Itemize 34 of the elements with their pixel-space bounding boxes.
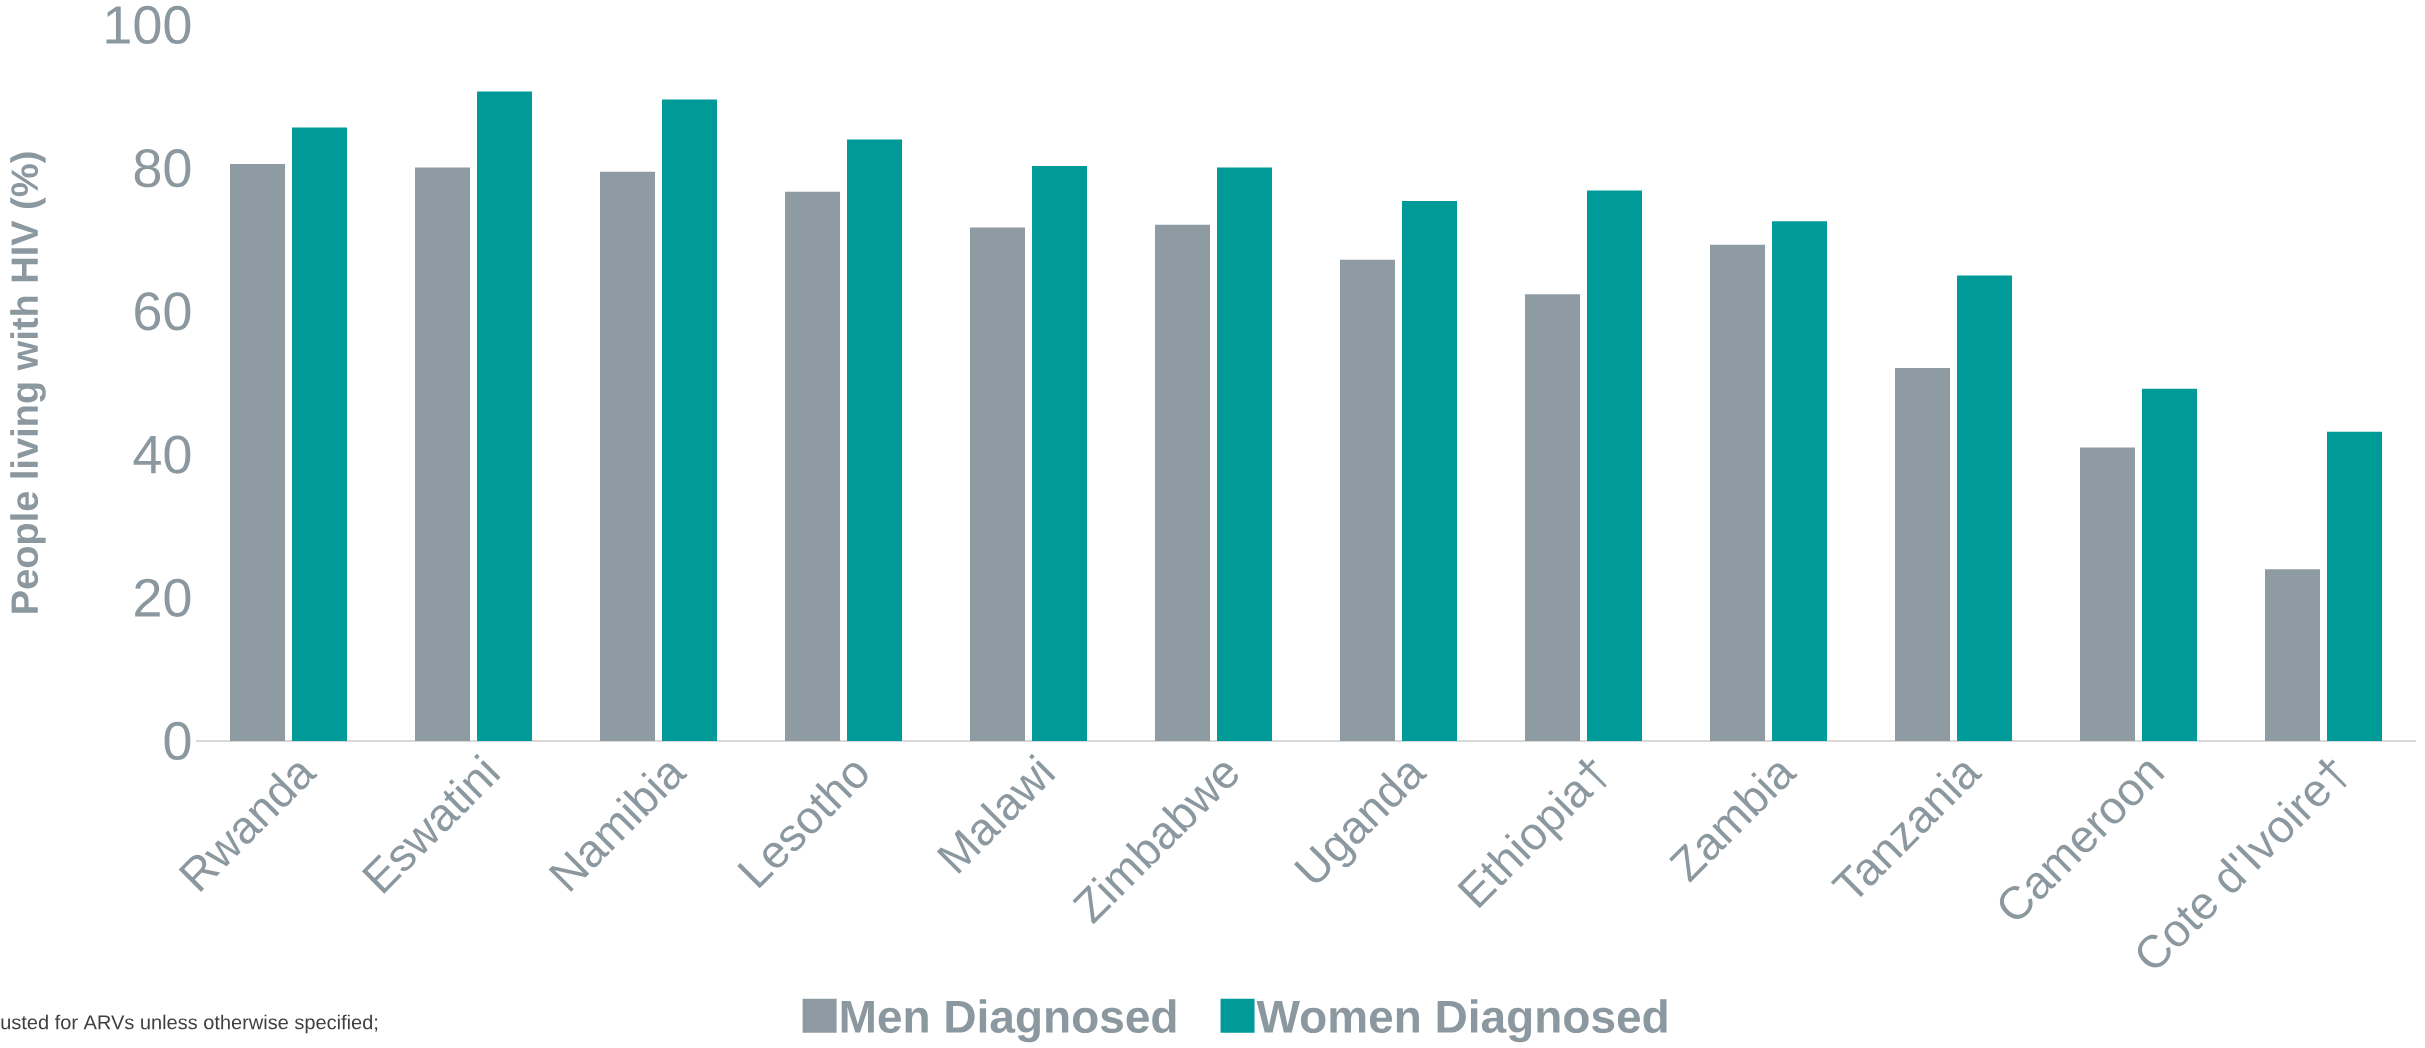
y-tick-label: 20	[135, 578, 191, 617]
y-tick-label: 100	[106, 5, 191, 45]
bar	[292, 127, 348, 741]
bar	[1587, 190, 1643, 741]
bar	[477, 91, 533, 741]
bar	[1772, 221, 1828, 741]
bar	[1340, 259, 1396, 741]
bar	[1402, 201, 1458, 741]
bar	[230, 163, 286, 741]
bar	[2142, 388, 2198, 741]
bar	[785, 191, 841, 741]
bar	[1525, 294, 1580, 741]
bar	[662, 99, 718, 741]
y-tick-label: 0	[164, 721, 191, 761]
bar	[600, 171, 656, 741]
bar	[2327, 431, 2382, 741]
y-axis-title: People living with HIV (%)	[10, 152, 46, 613]
bar	[1032, 166, 1088, 741]
bar	[2080, 447, 2136, 741]
bar	[1710, 244, 1766, 741]
y-tick-label: 60	[135, 292, 191, 331]
bar	[1957, 275, 2012, 741]
y-tick-label: 80	[134, 149, 191, 188]
bar	[970, 227, 1026, 741]
bar	[415, 167, 471, 741]
bar	[1895, 367, 1950, 741]
bar	[1217, 167, 1273, 741]
bar	[1155, 224, 1211, 741]
bar	[2265, 569, 2320, 741]
bar	[847, 139, 903, 741]
legend-label: Men Diagnosed	[841, 999, 1176, 1043]
y-tick-label: 40	[133, 435, 191, 474]
text: usted for ARVs unless otherwise specified;	[1, 1014, 378, 1034]
legend-label: Women Diagnosed	[1256, 999, 1667, 1043]
